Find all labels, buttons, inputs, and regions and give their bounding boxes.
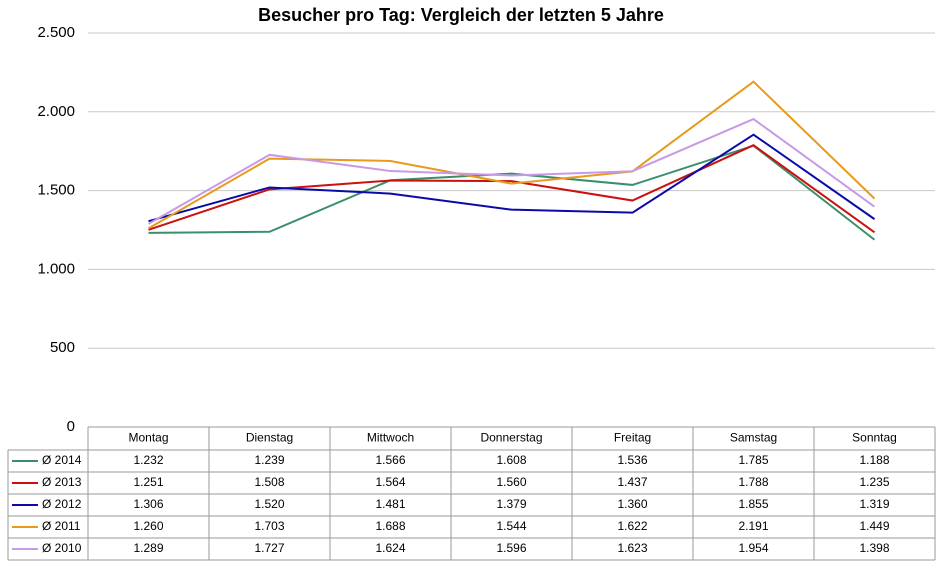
table-cell: 1.437 — [617, 475, 647, 489]
y-tick-label: 1.500 — [37, 182, 75, 199]
table-cell: 1.520 — [254, 497, 284, 511]
x-tick-label: Mittwoch — [367, 431, 414, 445]
table-cell: 1.596 — [496, 541, 526, 555]
table-cell: 1.481 — [375, 497, 405, 511]
table-cell: 1.188 — [859, 453, 889, 467]
y-tick-label: 1.000 — [37, 260, 75, 277]
legend-label: Ø 2010 — [42, 541, 82, 555]
table-cell: 1.508 — [254, 475, 284, 489]
table-cell: 1.788 — [738, 475, 768, 489]
series-line — [148, 117, 876, 225]
x-tick-label: Montag — [128, 431, 168, 445]
table-cell: 1.622 — [617, 519, 647, 533]
table-cell: 1.954 — [738, 541, 768, 555]
table-cell: 1.251 — [133, 475, 163, 489]
table-cell: 1.289 — [133, 541, 163, 555]
table-cell: 1.727 — [254, 541, 284, 555]
table-cell: 1.239 — [254, 453, 284, 467]
x-tick-label: Samstag — [730, 431, 777, 445]
table-cell: 1.319 — [859, 497, 889, 511]
table-cell: 1.624 — [375, 541, 405, 555]
table-cell: 1.536 — [617, 453, 647, 467]
series-line — [148, 80, 876, 230]
table-cell: 1.449 — [859, 519, 889, 533]
table-cell: 1.785 — [738, 453, 768, 467]
table-cell: 1.260 — [133, 519, 163, 533]
table-cell: 1.688 — [375, 519, 405, 533]
table-cell: 1.560 — [496, 475, 526, 489]
x-tick-label: Dienstag — [246, 431, 293, 445]
table-cell: 1.232 — [133, 453, 163, 467]
y-tick-label: 500 — [50, 339, 75, 356]
x-tick-label: Sonntag — [852, 431, 897, 445]
legend-label: Ø 2011 — [42, 519, 81, 533]
table-cell: 1.703 — [254, 519, 284, 533]
table-cell: 1.564 — [375, 475, 405, 489]
legend-label: Ø 2013 — [42, 475, 82, 489]
table-cell: 1.360 — [617, 497, 647, 511]
series-line — [148, 144, 876, 234]
table-cell: 1.566 — [375, 453, 405, 467]
y-tick-label: 2.000 — [37, 103, 75, 120]
legend-label: Ø 2014 — [42, 453, 82, 467]
table-cell: 2.191 — [738, 519, 768, 533]
legend-label: Ø 2012 — [42, 497, 82, 511]
table-cell: 1.306 — [133, 497, 163, 511]
table-cell: 1.544 — [496, 519, 526, 533]
x-tick-label: Freitag — [614, 431, 651, 445]
y-tick-label: 0 — [67, 418, 75, 435]
y-tick-label: 2.500 — [37, 24, 75, 41]
chart-title: Besucher pro Tag: Vergleich der letzten … — [258, 5, 664, 25]
table-cell: 1.855 — [738, 497, 768, 511]
table-cell: 1.235 — [859, 475, 889, 489]
table-cell: 1.379 — [496, 497, 526, 511]
table-cell: 1.608 — [496, 453, 526, 467]
x-tick-label: Donnerstag — [480, 431, 542, 445]
table-cell: 1.623 — [617, 541, 647, 555]
table-cell: 1.398 — [859, 541, 889, 555]
series-line — [148, 133, 876, 223]
